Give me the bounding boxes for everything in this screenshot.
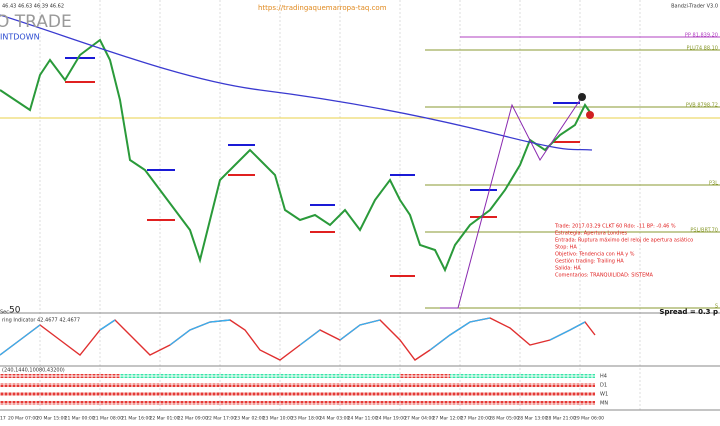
trade-info-line: Objetivo: Tendencia con HA y % xyxy=(555,252,635,258)
title: O TRADE xyxy=(0,12,72,32)
time-label: 27 Mar 12:00 xyxy=(433,416,463,422)
time-label: 17 xyxy=(0,416,6,422)
levels xyxy=(0,36,720,309)
time-label: 22 Mar 09:00 xyxy=(178,416,208,422)
time-label: 22 Mar 17:00 xyxy=(206,416,236,422)
trade-info-line: Gestión trading: Trailing HA xyxy=(555,258,624,265)
time-label: 20 Mar 07:00 xyxy=(8,416,38,422)
trade-info-line: Entrada: Ruptura máximo del reloj de ape… xyxy=(555,237,693,244)
time-label: 23 Mar 02:00 xyxy=(234,416,264,422)
level-label: P3L xyxy=(709,181,718,187)
subtitle: INTDOWN xyxy=(0,33,40,42)
level-label: PLU74 88.10 xyxy=(687,46,718,52)
trade-info-line: Trade: 2017.03.29 CLKT 60 Rdo: -11 BP: -… xyxy=(554,224,676,230)
time-label: 28 Mar 13:00 xyxy=(517,416,547,422)
prices: 46.43 46.63 46.39 46.62 xyxy=(2,4,64,10)
trade-info-line: Comentarios: TRANQUILIDAD: SISTEMA xyxy=(555,273,654,279)
time-label: 28 Mar 05:00 xyxy=(489,416,519,422)
marker xyxy=(578,93,586,101)
time-label: 29 Mar 06:00 xyxy=(574,416,604,422)
zigzag xyxy=(440,96,583,309)
time-label: 22 Mar 01:00 xyxy=(150,416,180,422)
timeframe-row: D1 xyxy=(600,383,607,389)
level-label: PP 81,839.20 xyxy=(685,33,718,39)
time-label: 21 Mar 08:00 xyxy=(93,416,123,422)
time-label: 21 Mar 00:00 xyxy=(65,416,95,422)
trade-info-line: Salida: HA xyxy=(555,266,581,272)
indicator-name: Bandzi-Trader V3.0 xyxy=(671,4,718,10)
spread: Spread = 0.3 p xyxy=(659,308,718,316)
timeframe-row: H4 xyxy=(600,374,607,380)
time-label: 23 Mar 10:00 xyxy=(263,416,293,422)
level-label: PVB 8798.72 xyxy=(686,103,718,109)
grid xyxy=(39,0,641,410)
seconds: 50 xyxy=(9,306,21,316)
moving-average xyxy=(0,14,593,151)
trade-info-line: Stop: HA xyxy=(555,245,577,251)
range-boxes xyxy=(65,57,580,277)
time-label: 24 Mar 11:00 xyxy=(348,416,378,422)
trade-info: Trade: 2017.03.29 CLKT 60 Rdo: -11 BP: -… xyxy=(554,224,693,279)
time-label: 27 Mar 20:00 xyxy=(461,416,491,422)
time-label: 21 Mar 16:00 xyxy=(121,416,151,422)
timeframe-row: W1 xyxy=(600,392,608,398)
time-label: 24 Mar 03:00 xyxy=(319,416,349,422)
url: https://tradingaquemarropa-taq.com xyxy=(258,4,387,12)
timeframes-label: (240,1440,10080,43200) xyxy=(2,368,65,374)
time-label: 23 Mar 18:00 xyxy=(291,416,321,422)
timeframe-row: MN xyxy=(600,401,608,407)
oscillator-label: ring Indicator 42.4677 42.4677 xyxy=(2,318,80,324)
time-label: 24 Mar 19:00 xyxy=(376,416,406,422)
time-label: 27 Mar 04:00 xyxy=(404,416,434,422)
panel-borders xyxy=(0,312,720,411)
level-label: PSL/BRT.70 xyxy=(690,228,718,234)
timeframe-dots xyxy=(0,374,595,405)
seconds-label: Sec xyxy=(0,310,9,316)
time-label: 28 Mar 21:00 xyxy=(546,416,576,422)
time-label: 20 Mar 15:00 xyxy=(36,416,66,422)
level-label: S xyxy=(715,304,718,310)
oscillator-up xyxy=(0,317,586,356)
trade-info-line: Estrategia: Apertura Londres xyxy=(555,231,627,237)
marker xyxy=(586,111,594,119)
